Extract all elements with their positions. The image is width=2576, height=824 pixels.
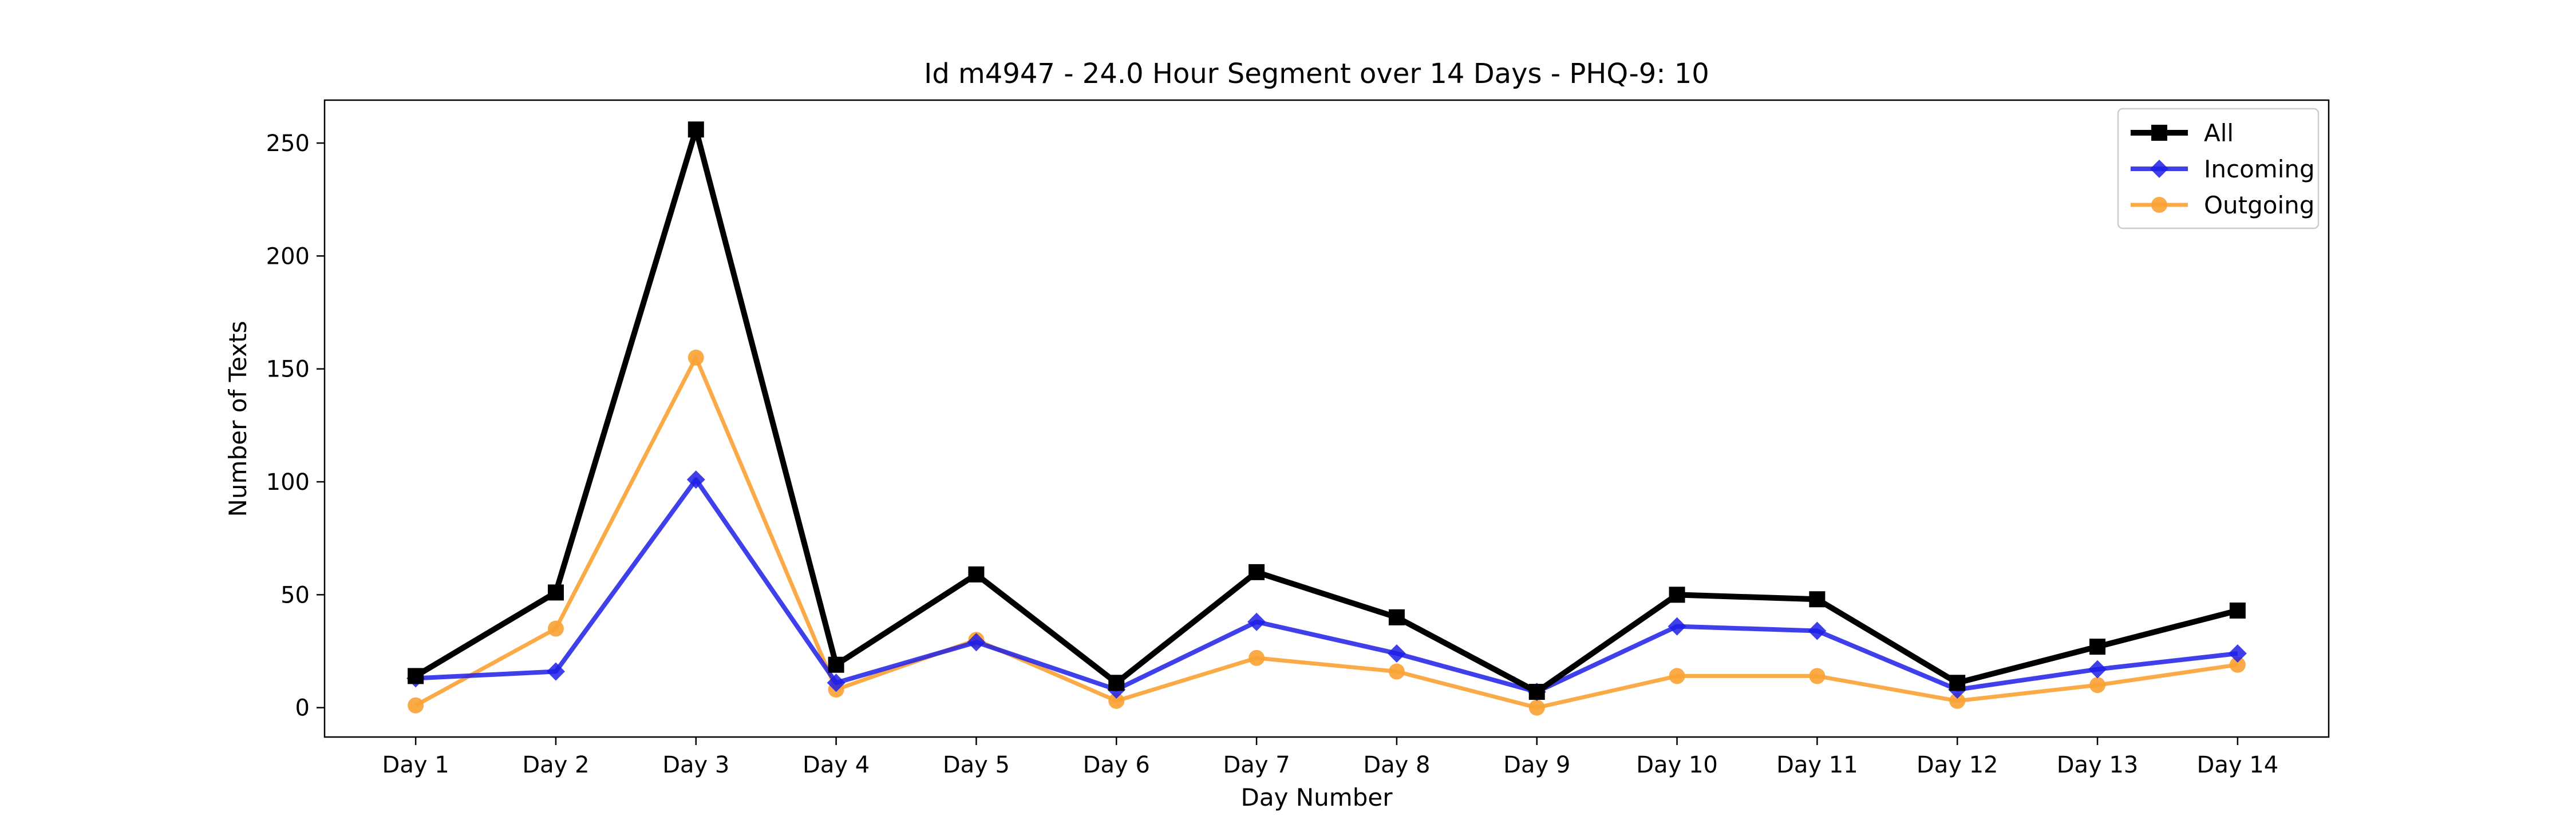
series-line-all	[414, 126, 2239, 695]
x-tick-label: Day 4	[803, 752, 870, 778]
legend-marker-all	[2151, 125, 2167, 141]
y-tick-label: 50	[280, 582, 310, 608]
data-point-all	[408, 668, 424, 684]
x-tick-label: Day 12	[1917, 752, 1998, 778]
data-point-outgoing	[1249, 649, 1265, 666]
data-point-incoming	[1387, 644, 1406, 663]
data-point-all	[1809, 591, 1826, 608]
data-point-all	[2089, 639, 2106, 655]
data-point-all	[2229, 602, 2246, 619]
legend-marker-incoming	[2150, 160, 2168, 178]
data-point-incoming	[827, 674, 846, 692]
x-tick-label: Day 6	[1083, 752, 1150, 778]
data-point-outgoing	[1669, 668, 1685, 684]
data-point-all	[828, 656, 844, 673]
legend-box	[2117, 108, 2320, 229]
legend-label-outgoing: Outgoing	[2204, 191, 2314, 219]
data-point-outgoing	[408, 697, 424, 714]
data-point-all	[1249, 564, 1265, 580]
data-point-outgoing	[688, 349, 704, 366]
series-line-outgoing	[414, 355, 2238, 710]
data-point-outgoing	[1809, 668, 1826, 684]
data-point-outgoing	[1528, 699, 1545, 716]
x-tick-label: Day 1	[382, 752, 449, 778]
legend-label-incoming: Incoming	[2204, 155, 2315, 183]
data-point-outgoing	[1949, 692, 1966, 709]
data-point-incoming	[1808, 621, 1827, 640]
data-point-incoming	[1247, 612, 1266, 631]
x-tick-label: Day 14	[2197, 752, 2279, 778]
data-point-outgoing	[2229, 656, 2246, 673]
plot-area: 0 50 100 150 200 250 Day 1 Day 2 Day 3 Day 4 Day 5…	[266, 99, 2330, 778]
y-tick-label: 100	[266, 469, 310, 496]
data-point-all	[1108, 675, 1125, 691]
data-point-outgoing	[547, 620, 564, 637]
data-point-outgoing	[1108, 692, 1125, 709]
x-tick-label: Day 7	[1223, 752, 1290, 778]
x-tick-label: Day 8	[1363, 752, 1430, 778]
data-point-incoming	[546, 662, 565, 681]
x-tick-label: Day 9	[1503, 752, 1570, 778]
data-point-incoming	[2088, 660, 2107, 679]
data-point-all	[1949, 675, 1966, 691]
data-point-all	[688, 121, 704, 138]
y-axis-label: Number of Texts	[224, 321, 252, 517]
y-tick-label: 0	[295, 695, 310, 722]
plot-frame	[323, 99, 2330, 738]
data-point-all	[547, 584, 564, 601]
y-tick-label: 250	[266, 130, 310, 157]
series-line-incoming	[415, 477, 2238, 695]
x-tick-label: Day 2	[522, 752, 589, 778]
legend-label-all: All	[2204, 119, 2234, 147]
data-point-all	[968, 566, 985, 583]
data-point-incoming	[1668, 617, 1686, 636]
chart-title: Id m4947 - 24.0 Hour Segment over 14 Day…	[924, 58, 1709, 90]
x-axis-label: Day Number	[1240, 783, 1393, 811]
legend-marker-outgoing	[2151, 197, 2167, 213]
x-tick-label: Day 10	[1636, 752, 1718, 778]
data-point-all	[1669, 587, 1685, 603]
x-tick-label: Day 11	[1776, 752, 1858, 778]
data-point-all	[1528, 684, 1545, 700]
x-tick-label: Day 3	[662, 752, 729, 778]
x-tick-label: Day 13	[2057, 752, 2139, 778]
y-tick-label: 150	[266, 356, 310, 383]
legend: All Incoming Outgoing	[2117, 108, 2320, 229]
data-point-incoming	[2228, 644, 2247, 663]
data-point-outgoing	[1388, 663, 1405, 680]
x-tick-label: Day 5	[943, 752, 1010, 778]
data-point-incoming	[686, 470, 705, 489]
data-point-all	[1388, 609, 1405, 625]
data-point-incoming	[967, 633, 986, 652]
data-point-outgoing	[2089, 677, 2106, 694]
y-tick-label: 200	[266, 243, 310, 270]
